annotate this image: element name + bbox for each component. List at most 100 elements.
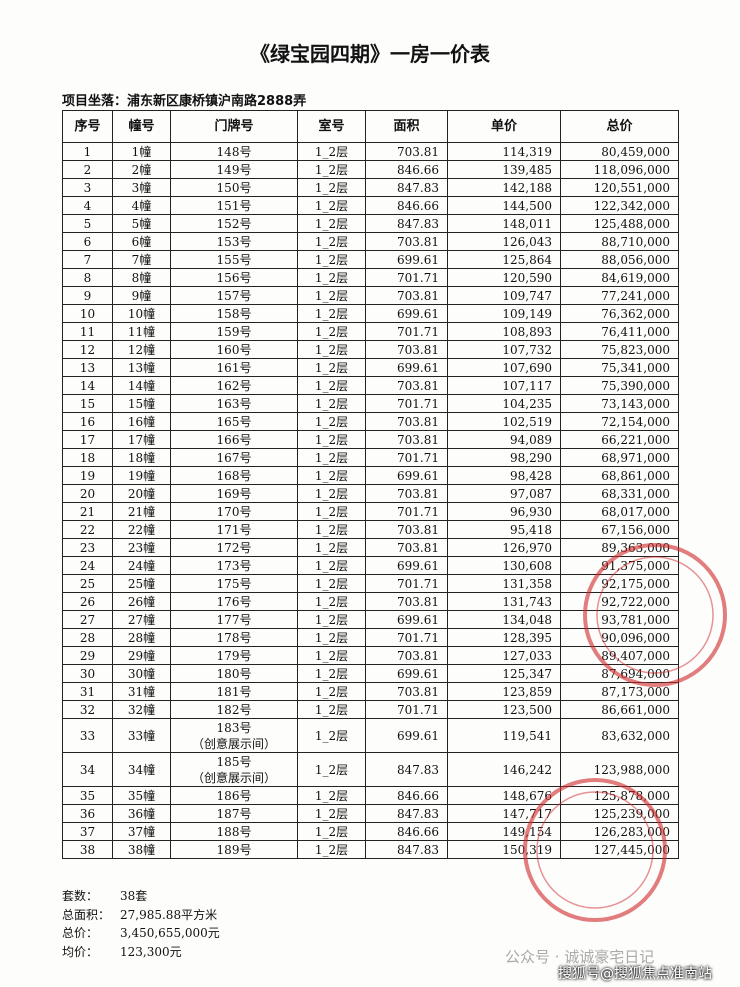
table-cell: 13 <box>62 358 113 377</box>
table-cell: 5幢 <box>112 214 171 233</box>
table-cell: 169号 <box>170 484 298 503</box>
table-cell: 699.61 <box>365 664 448 683</box>
table-cell: 31 <box>62 682 113 701</box>
table-cell: 76,362,000 <box>560 304 679 323</box>
table-cell: 5 <box>62 214 113 233</box>
table-cell: 68,971,000 <box>560 448 679 467</box>
table-cell: 109,747 <box>447 286 561 305</box>
table-cell: 1_2层 <box>297 574 366 593</box>
table-cell: 88,710,000 <box>560 232 679 251</box>
cell-line: （创意展示间） <box>191 770 276 785</box>
table-cell: 703.81 <box>365 376 448 395</box>
table-cell: 150号 <box>170 178 298 197</box>
table-cell: 701.71 <box>365 628 448 647</box>
table-cell: 1_2层 <box>297 376 366 395</box>
table-cell: 160号 <box>170 340 298 359</box>
table-cell: 75,390,000 <box>560 376 679 395</box>
column-header: 序号 <box>62 110 113 143</box>
table-row: 11 11幢 159号 1_2层 701.71 108,893 76,411,000 <box>62 322 679 341</box>
table-cell: 701.71 <box>365 448 448 467</box>
column-header: 幢号 <box>112 110 171 143</box>
price-table: 序号 幢号 门牌号 室号 面积 单价 总价 1 1幢 148号 1_2层 703.81 114,319… <box>62 110 679 859</box>
table-row: 10 10幢 158号 1_2层 699.61 109,149 76,362,000 <box>62 304 679 323</box>
table-cell: 158号 <box>170 304 298 323</box>
table-cell: 1_2层 <box>297 142 366 161</box>
table-cell: 1_2层 <box>297 250 366 269</box>
table-cell: 23 <box>62 538 113 557</box>
table-cell: 1_2层 <box>297 592 366 611</box>
table-cell: 165号 <box>170 412 298 431</box>
table-cell: 16幢 <box>112 412 171 431</box>
table-cell: 25幢 <box>112 574 171 593</box>
summary-line: 总面积： 27,985.88平方米 <box>62 906 220 925</box>
table-cell: 7 <box>62 250 113 269</box>
table-cell: 4幢 <box>112 196 171 215</box>
table-cell: 149,154 <box>447 822 561 841</box>
table-cell: 33幢 <box>112 718 171 753</box>
table-cell: 701.71 <box>365 322 448 341</box>
table-cell: 180号 <box>170 664 298 683</box>
summary-line: 总价： 3,450,655,000元 <box>62 924 220 943</box>
table-cell: 134,048 <box>447 610 561 629</box>
table-cell: 703.81 <box>365 484 448 503</box>
table-cell: 32 <box>62 700 113 719</box>
table-cell: 86,661,000 <box>560 700 679 719</box>
column-header: 门牌号 <box>170 110 298 143</box>
table-cell: 130,608 <box>447 556 561 575</box>
table-cell: 148号 <box>170 142 298 161</box>
table-cell: 167号 <box>170 448 298 467</box>
table-cell: 148,011 <box>447 214 561 233</box>
table-cell: 2幢 <box>112 160 171 179</box>
table-cell: 30 <box>62 664 113 683</box>
table-cell: 36幢 <box>112 804 171 823</box>
table-cell: 127,445,000 <box>560 840 679 859</box>
table-cell: 703.81 <box>365 232 448 251</box>
table-cell: 8 <box>62 268 113 287</box>
table-cell: 15幢 <box>112 394 171 413</box>
table-cell: 19幢 <box>112 466 171 485</box>
table-cell: 83,632,000 <box>560 718 679 753</box>
column-header: 单价 <box>447 110 561 143</box>
table-cell: 28幢 <box>112 628 171 647</box>
table-cell: 703.81 <box>365 538 448 557</box>
table-row: 19 19幢 168号 1_2层 699.61 98,428 68,861,000 <box>62 466 679 485</box>
table-cell: 127,033 <box>447 646 561 665</box>
table-cell: 187号 <box>170 804 298 823</box>
table-cell: 34幢 <box>112 752 171 787</box>
table-cell: 1_2层 <box>297 448 366 467</box>
table-cell: 131,358 <box>447 574 561 593</box>
table-cell: 847.83 <box>365 840 448 859</box>
table-cell: 1_2层 <box>297 178 366 197</box>
table-cell: 89,363,000 <box>560 538 679 557</box>
table-cell: 1_2层 <box>297 268 366 287</box>
table-cell: 29 <box>62 646 113 665</box>
table-cell: 1_2层 <box>297 214 366 233</box>
table-cell: 84,619,000 <box>560 268 679 287</box>
table-row: 1 1幢 148号 1_2层 703.81 114,319 80,459,000 <box>62 142 679 161</box>
table-cell: 126,283,000 <box>560 822 679 841</box>
table-cell: 703.81 <box>365 520 448 539</box>
table-cell: 139,485 <box>447 160 561 179</box>
table-cell: 75,823,000 <box>560 340 679 359</box>
table-cell: 34 <box>62 752 113 787</box>
table-cell: 1_2层 <box>297 538 366 557</box>
table-cell: 37幢 <box>112 822 171 841</box>
table-cell: 188号 <box>170 822 298 841</box>
table-cell: 156号 <box>170 268 298 287</box>
table-row: 34 34幢 185号 （创意展示间） 1_2层 847.83 146,242 123,988… <box>62 752 679 787</box>
summary-value: 3,450,655,000元 <box>120 926 220 940</box>
table-cell: 17幢 <box>112 430 171 449</box>
table-cell: 109,149 <box>447 304 561 323</box>
table-cell: 107,690 <box>447 358 561 377</box>
table-cell: 1_2层 <box>297 610 366 629</box>
summary-value: 123,300元 <box>120 944 182 959</box>
table-cell: 33 <box>62 718 113 753</box>
table-cell: 20 <box>62 484 113 503</box>
table-cell: 155号 <box>170 250 298 269</box>
table-cell: 3 <box>62 178 113 197</box>
table-cell: 10幢 <box>112 304 171 323</box>
table-cell: 87,173,000 <box>560 682 679 701</box>
table-cell: 179号 <box>170 646 298 665</box>
table-cell: 12幢 <box>112 340 171 359</box>
